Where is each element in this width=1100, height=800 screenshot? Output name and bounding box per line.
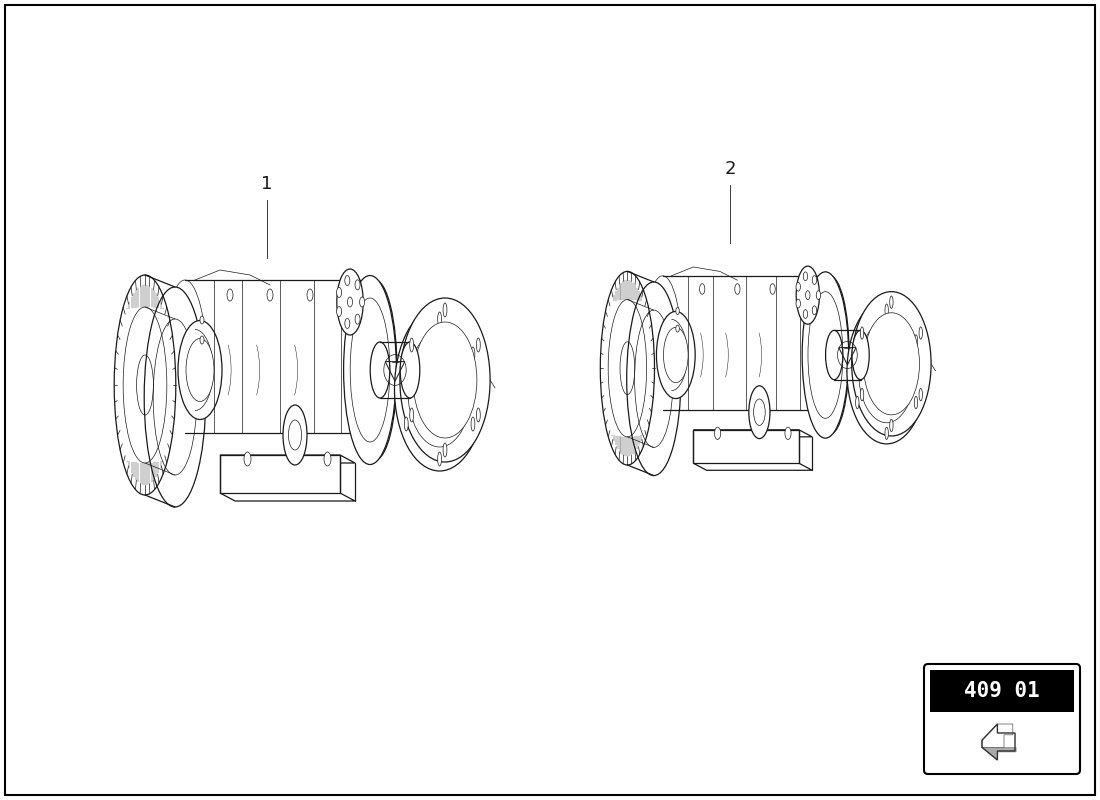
Ellipse shape xyxy=(355,280,360,290)
Polygon shape xyxy=(693,430,799,463)
Ellipse shape xyxy=(749,386,770,438)
Ellipse shape xyxy=(344,318,350,329)
Ellipse shape xyxy=(811,276,849,434)
FancyBboxPatch shape xyxy=(924,664,1080,774)
Ellipse shape xyxy=(337,269,363,335)
Ellipse shape xyxy=(864,313,920,415)
Ellipse shape xyxy=(890,419,893,431)
Ellipse shape xyxy=(163,280,207,460)
Ellipse shape xyxy=(754,399,766,426)
Ellipse shape xyxy=(405,347,408,361)
Ellipse shape xyxy=(914,396,917,409)
Ellipse shape xyxy=(785,427,791,439)
Ellipse shape xyxy=(816,290,821,299)
Ellipse shape xyxy=(438,452,441,466)
Ellipse shape xyxy=(657,311,695,398)
Text: 409 01: 409 01 xyxy=(964,681,1040,701)
Polygon shape xyxy=(693,463,812,470)
Ellipse shape xyxy=(348,297,352,307)
Ellipse shape xyxy=(700,284,705,294)
Polygon shape xyxy=(982,747,1016,760)
Ellipse shape xyxy=(735,284,740,294)
Ellipse shape xyxy=(851,292,931,436)
Ellipse shape xyxy=(770,284,776,294)
Ellipse shape xyxy=(244,452,251,466)
Polygon shape xyxy=(693,430,812,437)
Ellipse shape xyxy=(847,299,926,444)
Polygon shape xyxy=(220,455,340,493)
Ellipse shape xyxy=(856,396,859,409)
Ellipse shape xyxy=(860,327,864,339)
Ellipse shape xyxy=(812,276,816,285)
Ellipse shape xyxy=(808,292,843,418)
Ellipse shape xyxy=(438,312,441,326)
Ellipse shape xyxy=(796,266,820,324)
Ellipse shape xyxy=(409,338,414,352)
Ellipse shape xyxy=(360,297,364,307)
Ellipse shape xyxy=(476,338,481,352)
Ellipse shape xyxy=(178,321,222,419)
Ellipse shape xyxy=(400,342,420,398)
Ellipse shape xyxy=(443,303,447,317)
Ellipse shape xyxy=(914,334,917,347)
Ellipse shape xyxy=(443,443,447,457)
Ellipse shape xyxy=(856,334,859,347)
Ellipse shape xyxy=(350,298,389,442)
Ellipse shape xyxy=(802,272,848,438)
Ellipse shape xyxy=(803,310,807,318)
Ellipse shape xyxy=(400,298,491,462)
Ellipse shape xyxy=(186,338,214,402)
Ellipse shape xyxy=(355,314,360,324)
Text: 2: 2 xyxy=(724,160,736,178)
Ellipse shape xyxy=(826,330,843,380)
Ellipse shape xyxy=(395,307,485,471)
Text: 1: 1 xyxy=(262,175,273,193)
Ellipse shape xyxy=(663,327,689,382)
Ellipse shape xyxy=(227,289,233,301)
Ellipse shape xyxy=(886,427,889,439)
Ellipse shape xyxy=(343,275,396,465)
Ellipse shape xyxy=(852,330,869,380)
Ellipse shape xyxy=(803,272,807,281)
Ellipse shape xyxy=(476,408,481,422)
Ellipse shape xyxy=(812,306,816,314)
Polygon shape xyxy=(982,724,1013,747)
Polygon shape xyxy=(220,455,355,463)
Polygon shape xyxy=(220,493,355,501)
Ellipse shape xyxy=(627,282,681,475)
Ellipse shape xyxy=(200,336,204,344)
Ellipse shape xyxy=(307,289,314,301)
Ellipse shape xyxy=(715,427,720,439)
Ellipse shape xyxy=(918,327,923,339)
Ellipse shape xyxy=(337,287,342,298)
Ellipse shape xyxy=(405,417,408,431)
Ellipse shape xyxy=(200,316,204,324)
Ellipse shape xyxy=(144,287,206,507)
Ellipse shape xyxy=(644,276,682,434)
Ellipse shape xyxy=(337,306,342,317)
Ellipse shape xyxy=(860,389,864,401)
Ellipse shape xyxy=(675,325,680,332)
Ellipse shape xyxy=(796,299,801,308)
Ellipse shape xyxy=(675,307,680,314)
Ellipse shape xyxy=(409,408,414,422)
Ellipse shape xyxy=(344,275,350,286)
Ellipse shape xyxy=(371,342,389,398)
Ellipse shape xyxy=(805,290,810,299)
Ellipse shape xyxy=(353,280,397,460)
Ellipse shape xyxy=(890,296,893,308)
Ellipse shape xyxy=(283,405,307,465)
Ellipse shape xyxy=(918,389,923,401)
Ellipse shape xyxy=(471,347,475,361)
Ellipse shape xyxy=(796,282,801,291)
Ellipse shape xyxy=(471,417,475,431)
Ellipse shape xyxy=(414,322,477,438)
Ellipse shape xyxy=(886,304,889,316)
Ellipse shape xyxy=(288,420,301,450)
Ellipse shape xyxy=(267,289,273,301)
Bar xyxy=(930,670,1074,712)
Ellipse shape xyxy=(324,452,331,466)
